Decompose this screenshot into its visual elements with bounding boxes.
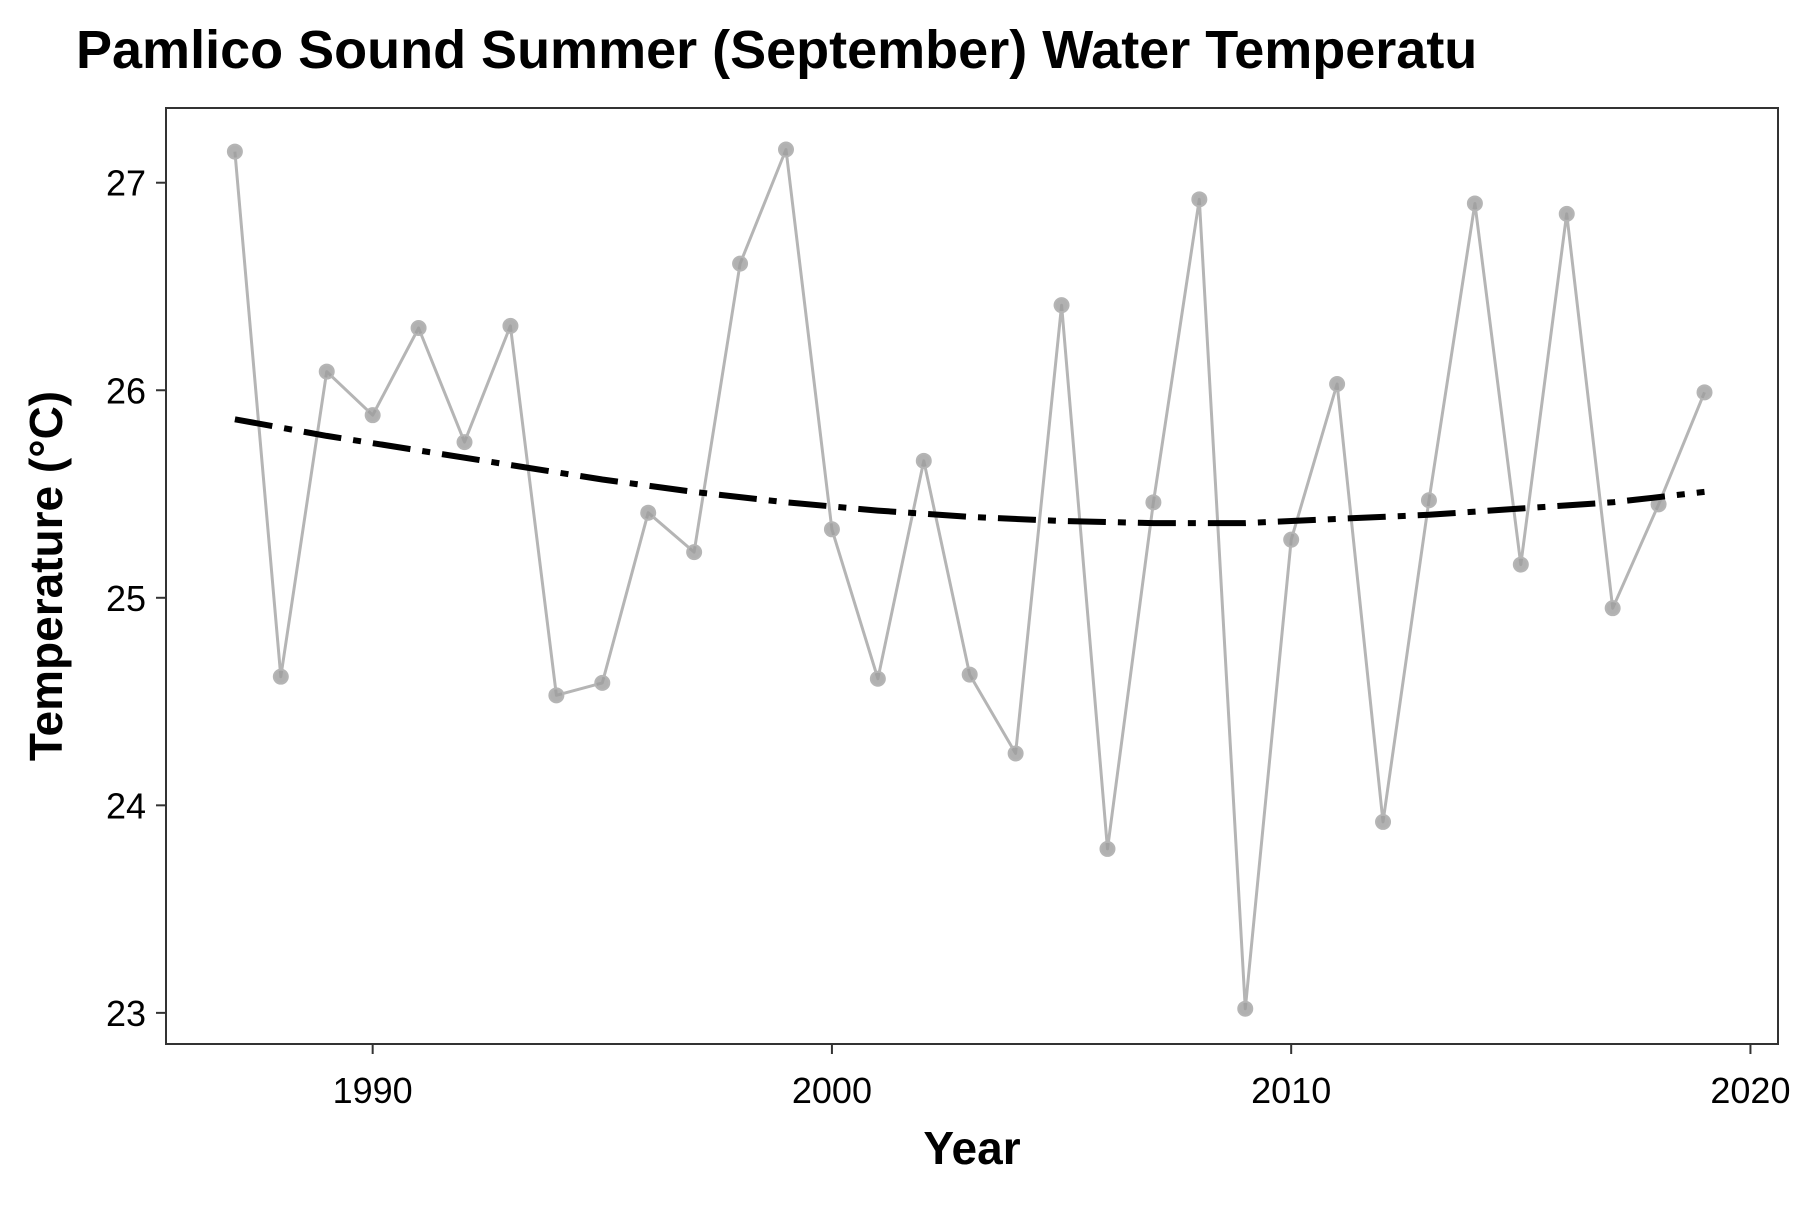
data-point [272, 668, 289, 685]
x-tick-label: 2020 [1710, 1070, 1790, 1111]
y-tick-label: 25 [106, 578, 146, 619]
data-point [823, 521, 840, 538]
data-point [961, 666, 978, 683]
data-point [1420, 492, 1437, 509]
data-point [640, 504, 657, 521]
data-point [1375, 813, 1392, 830]
data-point [594, 674, 611, 691]
series-layer [226, 141, 1713, 1017]
data-point [548, 687, 565, 704]
data-point [1053, 297, 1070, 314]
data-point [869, 670, 886, 687]
data-point [1145, 494, 1162, 511]
data-point [1283, 531, 1300, 548]
data-point [318, 363, 335, 380]
x-axis: 1990 2000 2010 2020 [333, 1044, 1790, 1111]
data-point [1191, 191, 1208, 208]
data-point [1558, 205, 1575, 222]
y-tick-label: 24 [106, 785, 146, 826]
data-point [686, 544, 703, 561]
data-point [1099, 840, 1116, 857]
y-tick-label: 26 [106, 370, 146, 411]
data-point [1604, 600, 1621, 617]
y-tick-label: 27 [106, 163, 146, 204]
y-axis-title: Temperature (°C) [20, 391, 72, 761]
x-tick-label: 2010 [1251, 1070, 1331, 1111]
data-point [1237, 1000, 1254, 1017]
plot-panel [165, 107, 1779, 1045]
chart-title: Pamlico Sound Summer (September) Water T… [76, 20, 1477, 80]
y-axis: 23 24 25 26 27 [106, 163, 166, 1034]
data-point [410, 319, 427, 336]
data-point [1329, 376, 1346, 393]
y-tick-label: 23 [106, 993, 146, 1034]
data-point [456, 434, 473, 451]
data-point [778, 141, 794, 158]
data-point [502, 317, 519, 334]
data-point [732, 255, 749, 272]
x-tick-label: 1990 [333, 1070, 413, 1111]
data-point [915, 452, 932, 469]
data-point [1512, 556, 1529, 573]
data-point [226, 143, 243, 160]
data-point [1696, 384, 1713, 401]
x-tick-label: 2000 [792, 1070, 872, 1111]
x-axis-title: Year [923, 1122, 1020, 1174]
data-point [364, 407, 381, 424]
data-point [1466, 195, 1483, 212]
data-point [1007, 745, 1024, 762]
